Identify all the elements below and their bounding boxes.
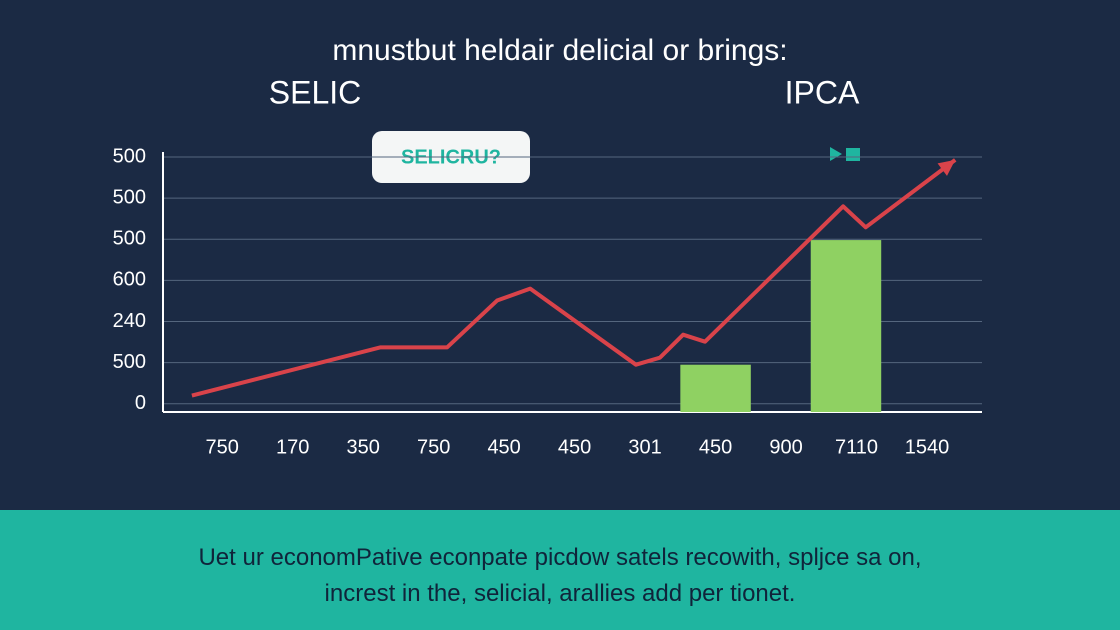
x-tick-label: 170 xyxy=(276,436,309,458)
series-label: IPCA xyxy=(785,74,860,110)
arrow-head xyxy=(937,159,956,176)
x-tick-label: 301 xyxy=(628,436,661,458)
x-tick-label: 7110 xyxy=(835,436,878,458)
x-tick-label: 750 xyxy=(417,436,450,458)
footer: Uet ur economPative econpate picdow sate… xyxy=(0,510,1120,630)
y-tick-label: 600 xyxy=(113,269,146,291)
x-tick-label: 1540 xyxy=(905,436,950,458)
bar xyxy=(680,364,751,412)
icon xyxy=(830,147,842,161)
footer-line: increst in the, selicial, arallies add p… xyxy=(324,580,796,607)
y-tick-label: 500 xyxy=(113,351,146,373)
x-tick-label: 750 xyxy=(206,436,239,458)
series-label: SELIC xyxy=(269,74,361,110)
footer-line: Uet ur economPative econpate picdow sate… xyxy=(198,544,922,571)
y-tick-label: 0 xyxy=(135,392,146,414)
x-tick-label: 450 xyxy=(558,436,591,458)
icon xyxy=(846,148,860,161)
chart-title: mnustbut heldair delicial or brings: xyxy=(332,34,787,67)
y-tick-label: 500 xyxy=(113,228,146,250)
line xyxy=(191,158,957,398)
y-tick-label: 240 xyxy=(113,310,146,332)
x-tick-label: 450 xyxy=(699,436,732,458)
x-tick-label: 450 xyxy=(487,436,520,458)
y-tick-label: 500 xyxy=(113,186,146,208)
x-tick-label: 350 xyxy=(346,436,379,458)
x-tick-label: 900 xyxy=(769,436,802,458)
y-tick-label: 500 xyxy=(113,145,146,167)
bar xyxy=(810,240,882,412)
chart: mnustbut heldair delicial or brings: SEL… xyxy=(113,34,982,458)
